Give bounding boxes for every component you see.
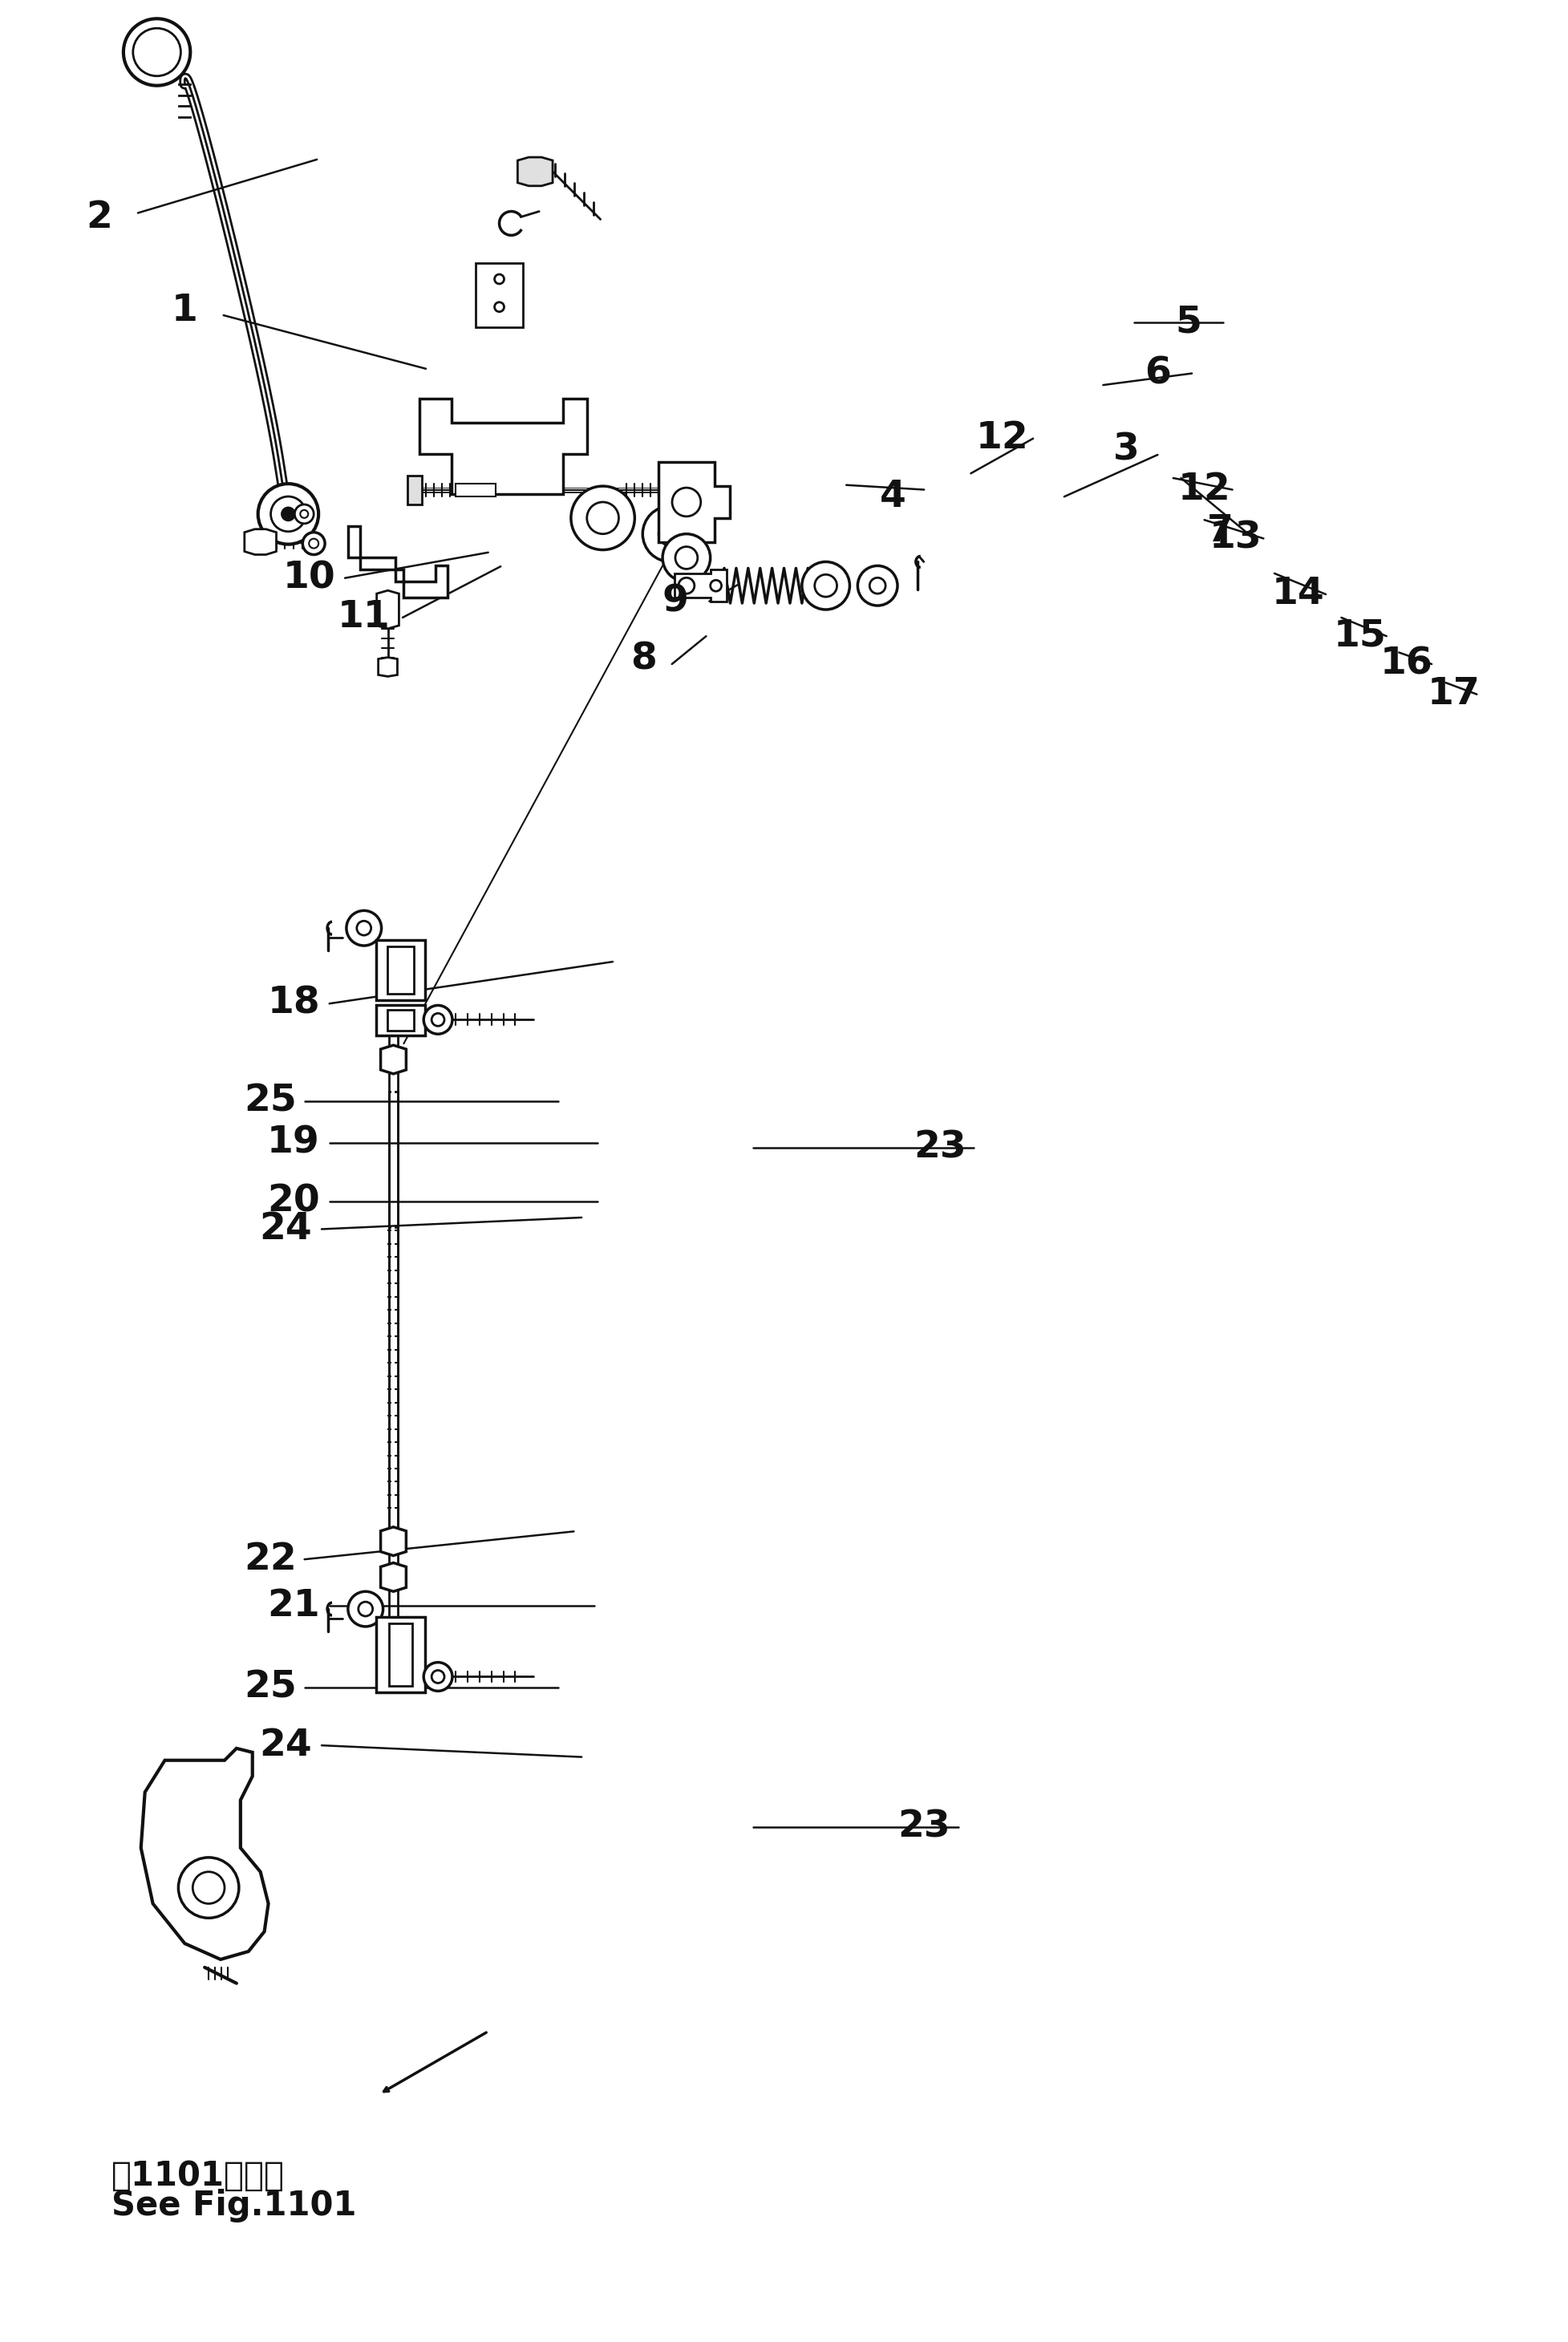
- Polygon shape: [378, 658, 397, 677]
- Circle shape: [193, 1871, 224, 1904]
- Text: 13: 13: [1209, 520, 1262, 557]
- Text: 7: 7: [1207, 513, 1232, 550]
- Bar: [376, 1616, 425, 1693]
- Circle shape: [358, 920, 372, 934]
- Text: 10: 10: [282, 560, 336, 597]
- Text: 24: 24: [259, 1728, 312, 1764]
- Circle shape: [815, 574, 837, 597]
- Circle shape: [586, 501, 619, 534]
- Circle shape: [259, 485, 318, 543]
- Text: 22: 22: [245, 1541, 296, 1579]
- Text: 15: 15: [1334, 618, 1386, 653]
- Text: 8: 8: [630, 642, 657, 677]
- Circle shape: [663, 534, 710, 581]
- Polygon shape: [420, 398, 586, 494]
- Circle shape: [347, 911, 381, 946]
- Circle shape: [309, 539, 318, 548]
- Polygon shape: [674, 569, 726, 602]
- Polygon shape: [245, 529, 276, 555]
- Circle shape: [870, 578, 886, 593]
- Text: 24: 24: [259, 1211, 312, 1248]
- Circle shape: [431, 1670, 444, 1684]
- Text: 1: 1: [171, 293, 198, 328]
- Polygon shape: [517, 157, 552, 185]
- Text: 第1101図参照: 第1101図参照: [111, 2159, 285, 2192]
- Circle shape: [124, 19, 190, 87]
- Polygon shape: [376, 590, 398, 628]
- Text: 12: 12: [1178, 471, 1231, 508]
- Polygon shape: [381, 1562, 406, 1593]
- Circle shape: [303, 532, 325, 555]
- Circle shape: [673, 487, 701, 515]
- Circle shape: [359, 1602, 373, 1616]
- Circle shape: [133, 28, 180, 75]
- Polygon shape: [659, 461, 731, 541]
- Circle shape: [348, 1593, 383, 1625]
- Text: 3: 3: [1113, 431, 1140, 468]
- Text: 16: 16: [1380, 646, 1433, 682]
- Circle shape: [299, 511, 309, 518]
- Text: 5: 5: [1176, 304, 1203, 340]
- Text: 6: 6: [1145, 356, 1171, 391]
- Circle shape: [431, 1014, 444, 1026]
- Text: 21: 21: [267, 1588, 320, 1623]
- Text: 4: 4: [880, 478, 906, 515]
- Circle shape: [679, 578, 695, 593]
- Bar: [376, 939, 425, 1000]
- Bar: [475, 262, 524, 328]
- Polygon shape: [381, 1527, 406, 1555]
- Text: 23: 23: [898, 1808, 950, 1845]
- Circle shape: [676, 546, 698, 569]
- Text: 2: 2: [86, 199, 113, 237]
- Circle shape: [571, 487, 635, 550]
- Bar: [387, 1009, 414, 1030]
- Circle shape: [423, 1663, 452, 1691]
- Text: 20: 20: [267, 1183, 320, 1220]
- Text: See Fig.1101: See Fig.1101: [111, 2190, 356, 2223]
- Circle shape: [801, 562, 850, 609]
- Bar: [408, 475, 422, 504]
- Circle shape: [179, 1857, 238, 1918]
- Bar: [376, 1005, 425, 1035]
- Circle shape: [643, 506, 698, 562]
- Circle shape: [710, 581, 721, 590]
- Circle shape: [659, 522, 682, 546]
- Bar: [456, 485, 495, 497]
- Circle shape: [271, 497, 306, 532]
- Polygon shape: [381, 1045, 406, 1075]
- Text: 14: 14: [1272, 576, 1323, 611]
- Text: 9: 9: [662, 583, 688, 618]
- Text: 12: 12: [975, 422, 1029, 457]
- Text: 23: 23: [914, 1129, 966, 1166]
- Bar: [387, 946, 414, 993]
- Text: 25: 25: [245, 1670, 296, 1705]
- Text: 17: 17: [1427, 677, 1480, 712]
- Circle shape: [295, 504, 314, 525]
- Polygon shape: [348, 527, 447, 597]
- Circle shape: [858, 567, 897, 607]
- Text: 18: 18: [267, 986, 320, 1021]
- Circle shape: [282, 508, 295, 520]
- Text: 11: 11: [337, 600, 390, 635]
- Text: 25: 25: [245, 1084, 296, 1119]
- Polygon shape: [141, 1749, 268, 1960]
- Text: 19: 19: [267, 1124, 320, 1162]
- Bar: [389, 1623, 412, 1686]
- Circle shape: [423, 1005, 452, 1035]
